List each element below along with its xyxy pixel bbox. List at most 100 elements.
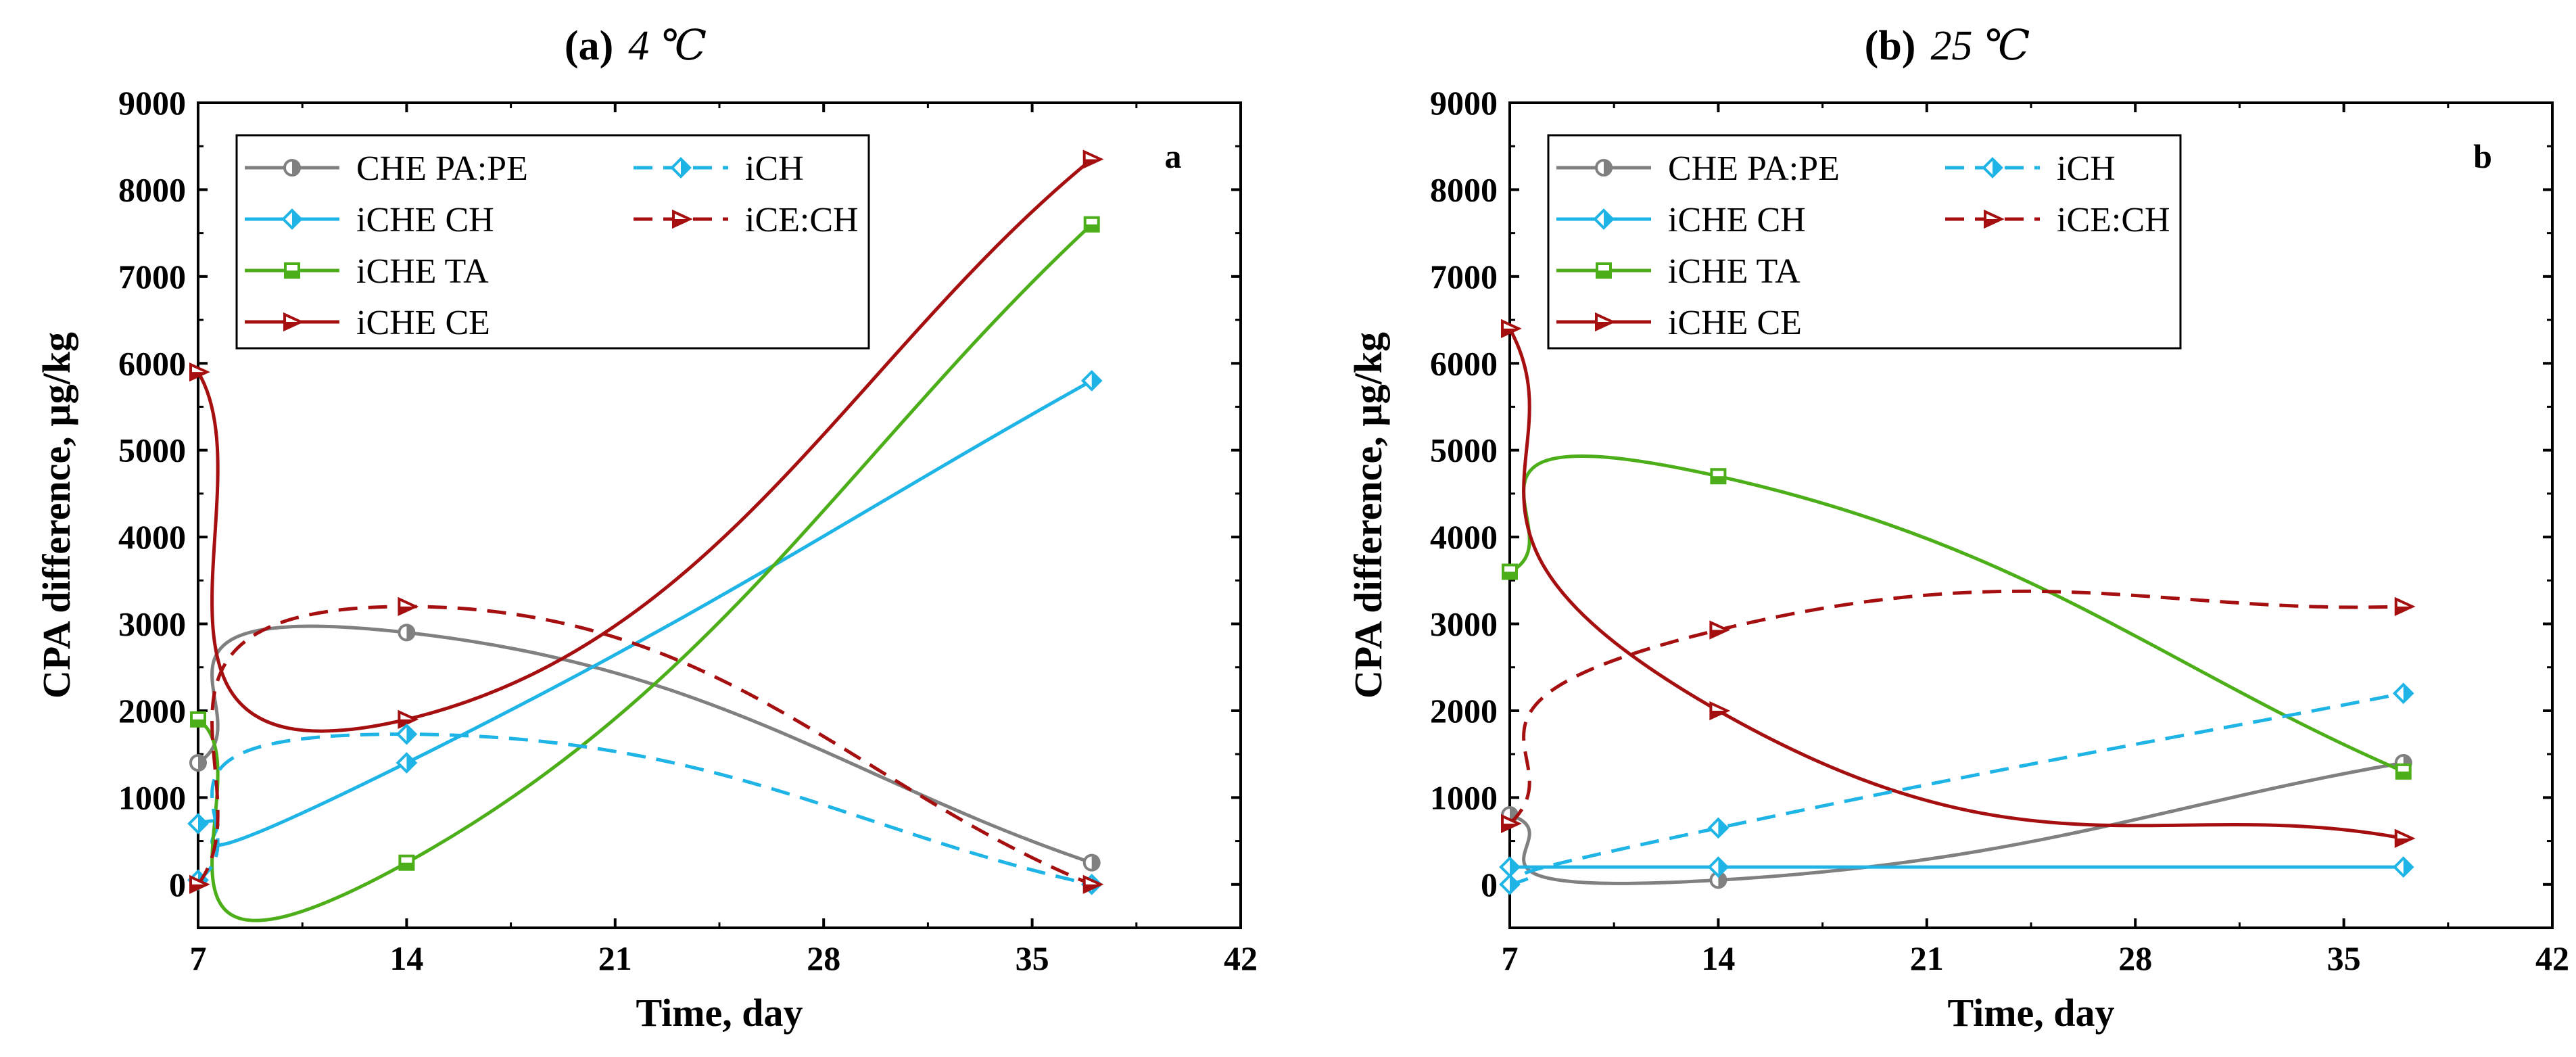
legend-marker	[670, 157, 692, 179]
x-tick-label: 14	[1701, 939, 1735, 977]
legend-label: iCE:CH	[2057, 201, 2170, 239]
legend-label: iCHE CH	[356, 201, 494, 239]
y-tick-label: 4000	[1430, 518, 1498, 556]
data-point	[2395, 763, 2412, 780]
series-line	[1509, 761, 2404, 885]
data-point	[2392, 856, 2414, 878]
data-point	[1502, 563, 1518, 580]
data-point-fill	[1718, 872, 1726, 888]
legend-marker	[283, 312, 304, 332]
legend-marker	[1595, 312, 1616, 332]
x-tick-label: 14	[389, 939, 423, 977]
legend-label: iCH	[2057, 149, 2116, 188]
y-tick-label: 2000	[118, 692, 186, 730]
legend-label: iCHE CH	[1668, 201, 1806, 239]
data-point-fill	[1091, 371, 1101, 390]
legend-label: iCE:CH	[745, 201, 859, 239]
series-line	[196, 605, 1093, 887]
data-point	[2394, 596, 2416, 616]
data-point	[189, 874, 210, 894]
legend-box	[235, 134, 870, 350]
data-point	[187, 813, 209, 835]
y-tick-label: 1000	[118, 778, 186, 816]
data-point-fill	[1084, 884, 1101, 892]
y-tick-label: 9000	[1430, 84, 1498, 122]
legend-label: CHE PA:PE	[1668, 149, 1840, 188]
legend-marker	[672, 209, 693, 229]
panel-title: (b) 25 ℃	[1865, 23, 2030, 69]
y-tick-label: 6000	[1430, 344, 1498, 382]
legend: CHE PA:PE iCHE CH iCHE TA iCHE CE iCH iCE:CH	[235, 134, 870, 350]
data-point-fill	[198, 814, 207, 832]
data-point	[1499, 873, 1521, 895]
series-iche-ch	[1499, 856, 2414, 878]
series-iche-ce	[1501, 319, 2416, 848]
series-line	[196, 158, 1093, 733]
data-point-fill	[2403, 858, 2412, 876]
series-line	[197, 732, 1093, 887]
data-point-fill	[1503, 571, 1517, 579]
series-line	[197, 624, 1093, 865]
data-point	[1501, 319, 1522, 339]
data-point-fill	[1091, 855, 1099, 870]
data-point	[1082, 874, 1104, 894]
data-point-fill	[1510, 858, 1519, 876]
corner-label: b	[2473, 137, 2492, 175]
legend-marker	[281, 208, 303, 230]
x-tick-label: 21	[1910, 939, 1944, 977]
x-axis-title: Time, day	[636, 991, 803, 1035]
data-point	[398, 854, 415, 871]
data-point	[396, 752, 418, 774]
legend-marker	[284, 262, 300, 279]
x-axis-title: Time, day	[1947, 991, 2114, 1035]
data-point	[2392, 682, 2414, 705]
x-tick-label: 7	[1502, 939, 1519, 977]
data-point	[1083, 216, 1100, 233]
data-point-fill	[406, 625, 414, 640]
y-axis-title: CPA difference, µg/kg	[34, 332, 78, 699]
panel-title: (a) 4 ℃	[565, 23, 707, 69]
data-point	[1707, 817, 1730, 839]
legend-label: iCHE TA	[1668, 252, 1800, 291]
data-point	[1499, 856, 1521, 878]
y-tick-label: 0	[169, 866, 186, 903]
data-point	[1082, 149, 1104, 169]
data-point-fill	[1084, 159, 1101, 167]
y-tick-label: 8000	[118, 170, 186, 208]
data-point	[2394, 828, 2416, 848]
x-tick-label: 7	[190, 939, 207, 977]
x-tick-label: 28	[807, 939, 840, 977]
data-point	[189, 362, 210, 382]
y-tick-label: 8000	[1430, 170, 1498, 208]
data-point	[1707, 856, 1730, 878]
series-iche-ta	[1502, 454, 2412, 780]
y-axis-title: CPA difference, µg/kg	[1346, 332, 1390, 699]
legend-label: iCHE CE	[356, 304, 490, 342]
x-tick-label: 21	[598, 939, 632, 977]
series-line	[1509, 691, 2404, 887]
legend-label: iCH	[745, 149, 804, 188]
y-tick-label: 7000	[1430, 258, 1498, 296]
series-line	[1508, 327, 2404, 841]
legend-marker-fill	[1604, 210, 1613, 228]
series-iche-ce	[189, 149, 1104, 733]
legend-marker-fill	[1993, 159, 2001, 177]
data-point	[1082, 853, 1101, 872]
data-point	[398, 624, 416, 642]
legend-marker-fill	[292, 160, 300, 175]
data-point	[189, 754, 207, 772]
data-point	[1710, 468, 1727, 485]
x-tick-label: 35	[2327, 939, 2361, 977]
series-ice-ch	[1501, 589, 2416, 834]
data-point	[1080, 370, 1103, 392]
legend-marker-fill	[292, 210, 301, 228]
legend-box	[1547, 134, 2182, 350]
data-point-fill	[400, 862, 414, 870]
panel-a: (a) 4 ℃ 7 14 21 28 35 42 0 1000 2000 3000 4000 5000 60…	[34, 23, 1258, 1035]
panel-title-temp: 25 ℃	[1930, 23, 2030, 69]
legend-marker	[1593, 208, 1615, 230]
data-point-fill	[2403, 684, 2412, 703]
data-point-fill	[1718, 858, 1727, 876]
legend-marker-fill	[1604, 160, 1611, 175]
